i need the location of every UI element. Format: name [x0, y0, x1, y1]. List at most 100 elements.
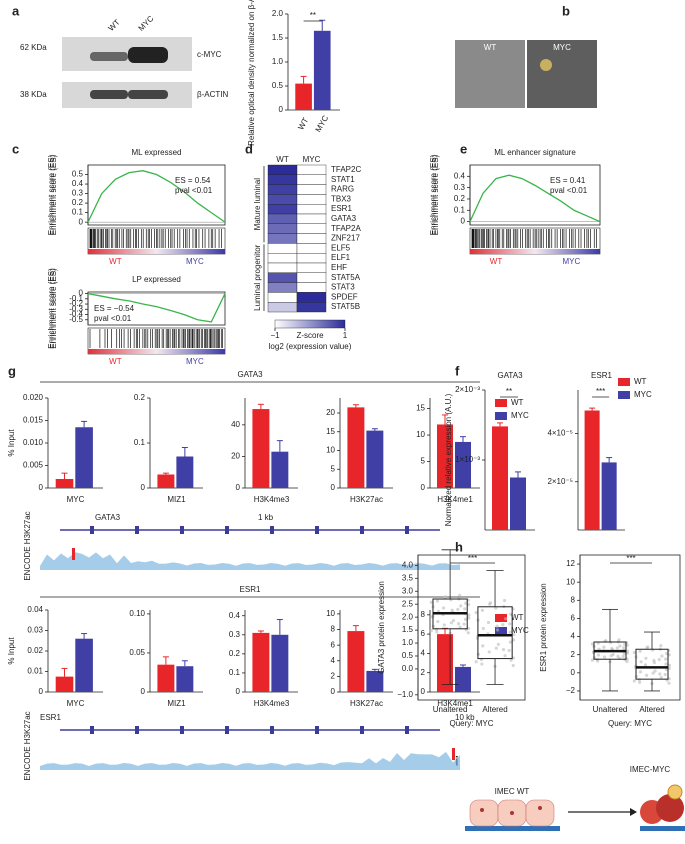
- bar: [584, 410, 600, 530]
- jitter: [609, 654, 613, 658]
- jitter: [503, 598, 507, 603]
- jitter: [462, 622, 466, 626]
- x-tick-label: Unaltered: [593, 705, 628, 714]
- y-tick-label: 2.0: [402, 612, 414, 621]
- y-tick-label: 0: [421, 687, 426, 696]
- lane-label: WT: [107, 18, 122, 33]
- x-label: MIZ1: [167, 495, 186, 504]
- exon: [180, 526, 184, 534]
- jitter: [638, 670, 643, 674]
- ladder-label: 62 KDa: [20, 43, 47, 52]
- jitter: [463, 617, 468, 621]
- bar: [157, 474, 175, 488]
- jitter: [466, 602, 471, 607]
- y-tick-label: 15: [326, 427, 335, 436]
- bar: [455, 441, 471, 488]
- heat-cell: [267, 223, 298, 234]
- scale-label: 10 kb: [455, 713, 475, 722]
- column-label: MYC: [303, 155, 321, 164]
- heat-cell: [296, 302, 327, 313]
- row-label: ELF1: [331, 253, 351, 262]
- heat-cell: [267, 184, 298, 195]
- jitter: [442, 623, 446, 627]
- y-tick-label: 1×10⁻³: [455, 455, 480, 464]
- jitter: [443, 595, 447, 600]
- chart-title: ML enhancer signature: [494, 148, 576, 157]
- y-tick-label: 5: [331, 464, 336, 473]
- rank-gradient: [470, 249, 600, 254]
- bar: [437, 424, 453, 488]
- y-tick-label: 15: [416, 404, 425, 413]
- jitter: [660, 654, 664, 658]
- jitter: [615, 646, 619, 650]
- jitter: [496, 642, 500, 646]
- jitter: [508, 622, 512, 626]
- y-tick-label: 10: [416, 430, 425, 439]
- y-tick-label: 2×10⁻³: [455, 385, 480, 394]
- bar: [366, 430, 384, 488]
- y-tick-label: 0.005: [23, 461, 44, 470]
- jitter: [474, 660, 478, 664]
- y-axis-label: Normalized relative expression (A.U.): [444, 393, 453, 526]
- x-label: MYC: [67, 495, 85, 504]
- jitter: [657, 658, 661, 662]
- heat-cell: [267, 243, 298, 254]
- jitter: [590, 658, 595, 662]
- bar: [157, 664, 175, 692]
- rank-label: WT: [490, 257, 503, 266]
- panel-label: f: [455, 363, 460, 378]
- jitter: [602, 655, 607, 659]
- x-label: H3K4me1: [437, 495, 473, 504]
- y-axis-label: ESR1 protein expression: [539, 583, 548, 672]
- es-label: ES = 0.41: [550, 176, 586, 185]
- y-tick-label: 0.02: [27, 646, 43, 655]
- jitter: [622, 646, 626, 650]
- y-tick-label: 0.01: [27, 667, 43, 676]
- jitter: [616, 654, 620, 658]
- jitter: [667, 663, 672, 667]
- y-tick-label: 0.2: [72, 198, 84, 207]
- heat-cell: [296, 243, 327, 254]
- y-tick-label: 10: [326, 446, 335, 455]
- jitter: [451, 619, 456, 623]
- heat-cell: [296, 164, 327, 176]
- signal: [40, 552, 460, 570]
- y-tick-label: 2: [571, 650, 576, 659]
- legend-swatch: [618, 391, 630, 399]
- bar: [176, 456, 194, 488]
- exon: [90, 526, 94, 534]
- jitter: [480, 662, 484, 666]
- bar: [271, 634, 289, 692]
- jitter: [622, 652, 626, 656]
- track-label: ENCODE H3K27ac: [23, 511, 32, 580]
- x-label: MIZ1: [167, 699, 186, 708]
- jitter: [463, 607, 467, 611]
- heat-cell: [267, 272, 298, 283]
- jitter: [441, 606, 446, 610]
- row-label: GATA3: [331, 214, 357, 223]
- y-tick-label: 1.0: [402, 638, 414, 647]
- legend-label: MYC: [634, 390, 652, 399]
- jitter: [494, 646, 498, 650]
- jitter: [602, 645, 606, 649]
- schematic-label: IMEC-MYC: [630, 765, 671, 774]
- y-tick-label: 2.5: [402, 599, 414, 608]
- exon: [315, 726, 319, 734]
- gene-label: GATA3: [95, 513, 121, 522]
- heat-cell: [267, 252, 298, 264]
- jitter: [456, 622, 461, 626]
- y-tick-label: 1.5: [272, 33, 284, 42]
- panel-label: b: [562, 3, 570, 18]
- y-tick-label: -0.4: [69, 310, 83, 319]
- panel-label: h: [455, 539, 463, 554]
- x-label: H3K4me3: [254, 699, 290, 708]
- y-tick-label: 1.0: [272, 57, 284, 66]
- row-label: ELF5: [331, 243, 351, 252]
- y-tick-label: -0.2: [69, 299, 83, 308]
- y-axis-label: % Input: [7, 637, 16, 665]
- lane-label: MYC: [137, 14, 156, 33]
- jitter: [639, 660, 643, 664]
- band-label: c-MYC: [197, 50, 222, 59]
- y-tick-label: 0: [461, 217, 466, 226]
- pval-label: pval <0.01: [550, 186, 588, 195]
